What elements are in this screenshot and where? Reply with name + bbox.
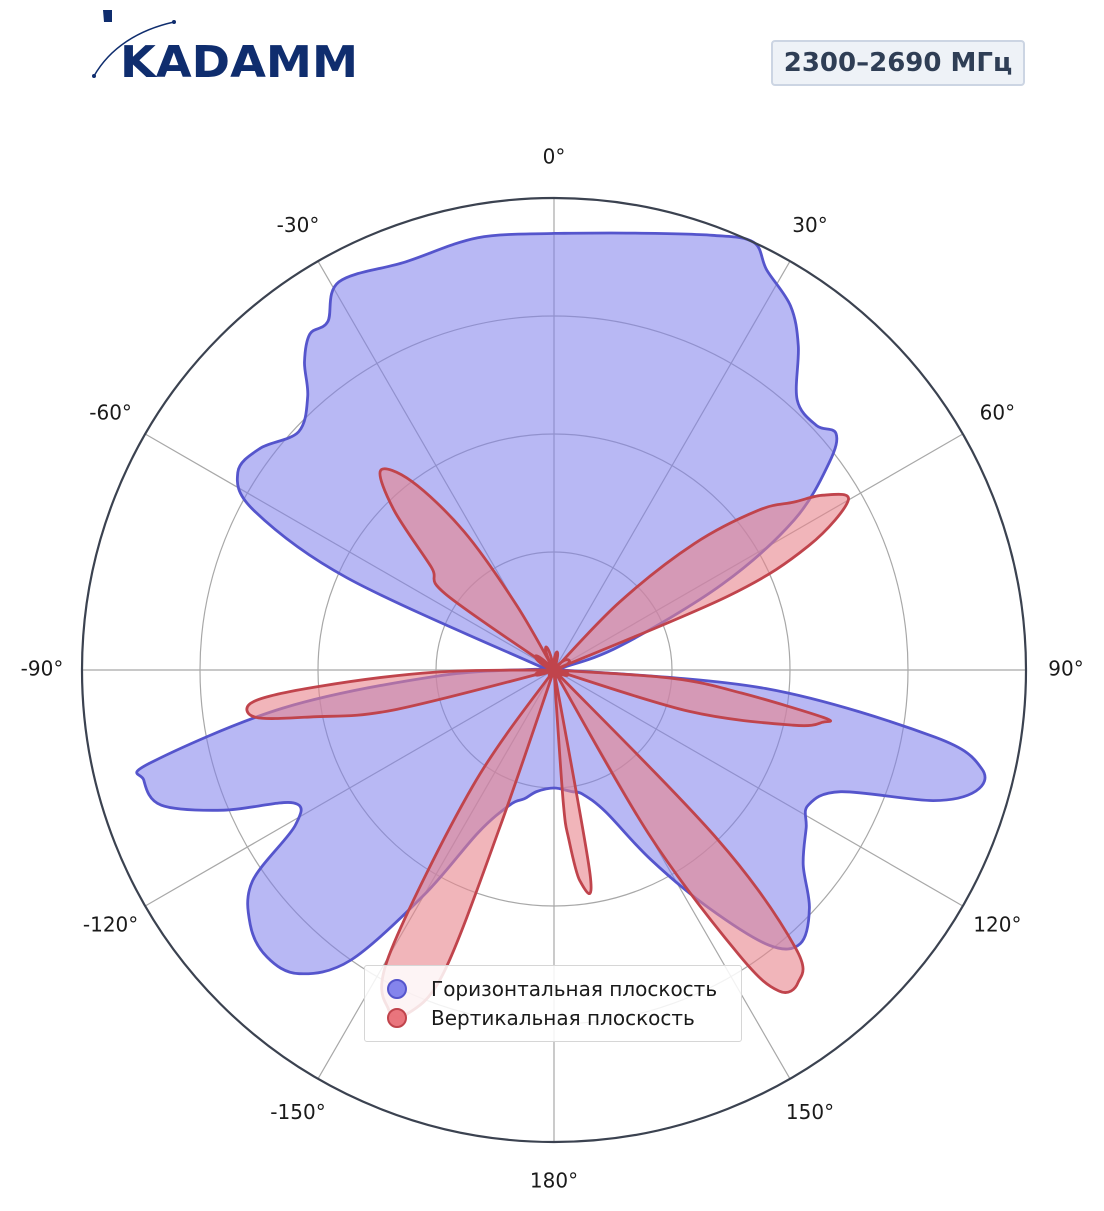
- angle-tick-label: -150°: [270, 1100, 325, 1124]
- angle-tick-label: -120°: [83, 913, 138, 937]
- series-layer: [135, 231, 987, 1019]
- angle-tick-label: -60°: [89, 401, 132, 425]
- angle-tick-label: 120°: [973, 913, 1021, 937]
- legend-item-vertical: Вертикальная плоскость: [387, 1003, 741, 1032]
- angle-tick-label: 180°: [530, 1169, 578, 1193]
- legend: Горизонтальная плоскость Вертикальная пл…: [364, 965, 742, 1042]
- legend-marker-horizontal: [387, 978, 407, 999]
- outer-ring: [80, 196, 1028, 1144]
- angle-tick-label: 90°: [1048, 657, 1083, 681]
- logo-text: KADAMM: [120, 37, 358, 88]
- angle-tick-label: -90°: [21, 657, 64, 681]
- legend-label-horizontal: Горизонтальная плоскость: [431, 976, 718, 1001]
- legend-label-vertical: Вертикальная плоскость: [431, 1005, 695, 1030]
- legend-marker-vertical: [387, 1007, 407, 1028]
- series-vertical-plane: [245, 467, 850, 1019]
- angle-tick-label: 0°: [543, 145, 566, 169]
- frequency-band-badge: 2300–2690 МГц: [771, 40, 1025, 86]
- logo-swoosh-icon: [93, 21, 175, 77]
- kadamm-logo: KADAMM: [90, 8, 370, 88]
- angle-tick-label: -30°: [277, 213, 320, 237]
- angle-tick-label: 60°: [980, 401, 1015, 425]
- series-horizontal-plane: [135, 231, 987, 976]
- angular-tick-labels: 0° 30° 60° 90° 120° 150° 180° -150° -120° -90° -60…: [21, 145, 1084, 1193]
- angle-tick-label: 150°: [786, 1100, 834, 1124]
- logo-emblem-icon: [103, 10, 112, 22]
- angle-tick-label: 30°: [792, 213, 827, 237]
- legend-item-horizontal: Горизонтальная плоскость: [387, 974, 741, 1003]
